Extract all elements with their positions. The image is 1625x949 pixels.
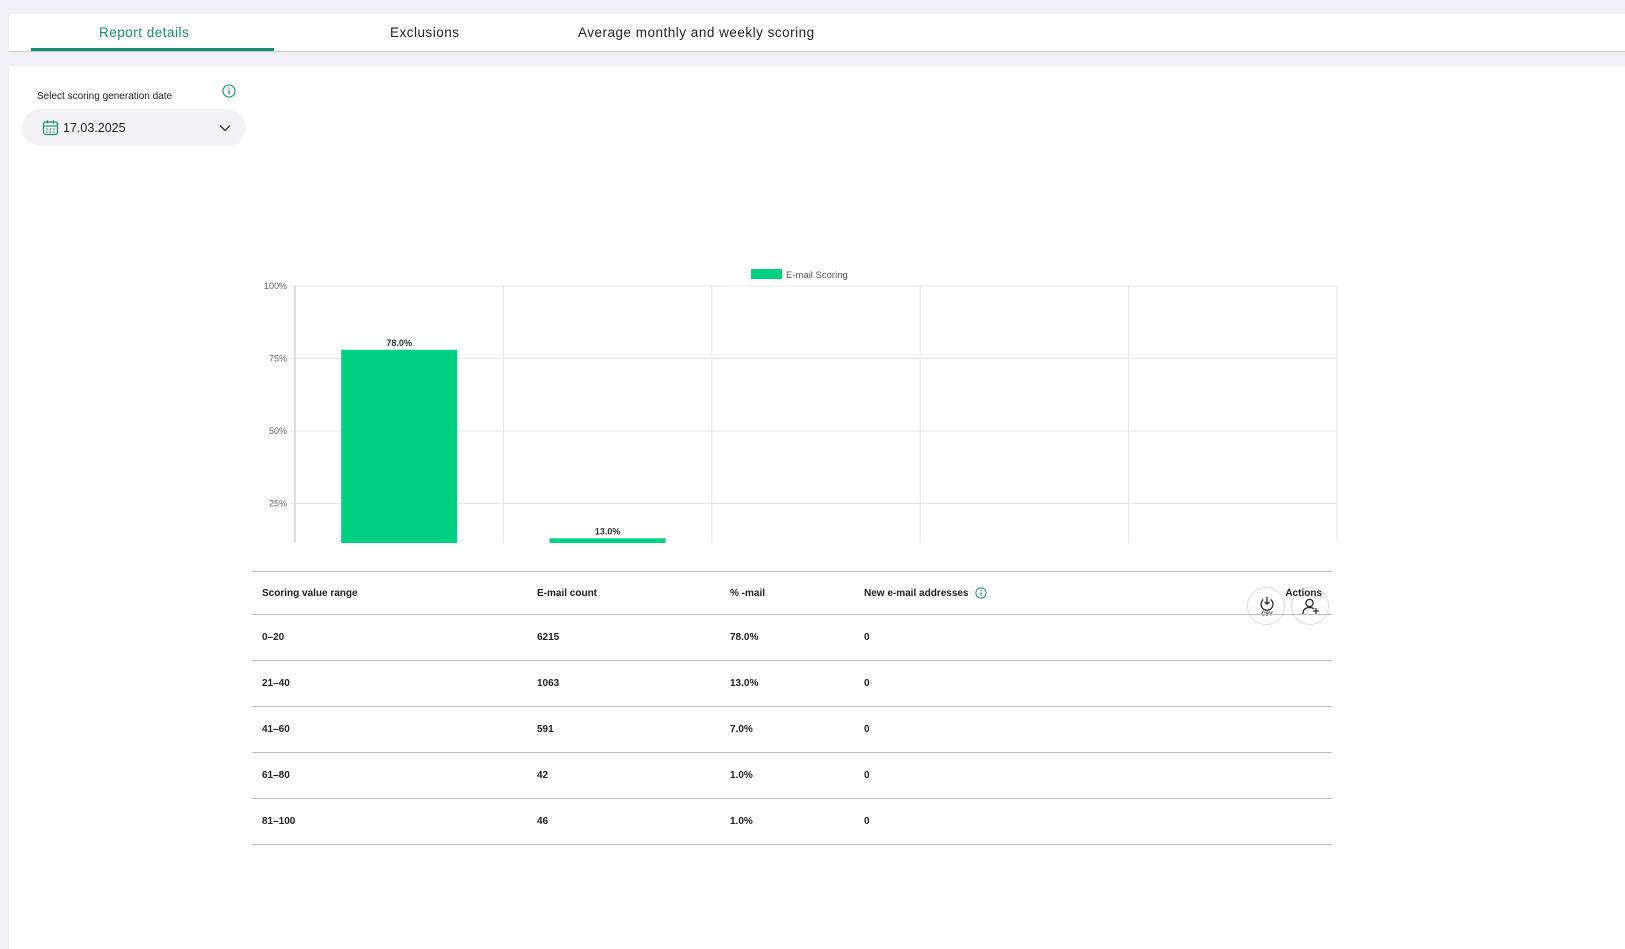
scoring-bar-chart: E-mail Scoring0%25%50%75%100%78.0%0-2013…	[264, 269, 1338, 543]
tab-average-scoring[interactable]: Average monthly and weekly scoring	[578, 25, 815, 40]
date-select[interactable]: 17.03.2025	[22, 109, 246, 146]
cell-count: 1063	[537, 678, 560, 689]
add-user-button[interactable]	[1291, 587, 1329, 625]
cell-percent: 1.0%	[730, 816, 753, 827]
cell-count: 6215	[537, 632, 560, 643]
cell-count: 42	[537, 770, 549, 781]
tab-report-details[interactable]: Report details	[99, 25, 190, 40]
calendar-icon	[42, 120, 59, 136]
table-row: 0–20 6215 78.0% 0	[252, 615, 1332, 661]
cell-range: 81–100	[262, 816, 296, 827]
table-row: 61–80 42 1.0% 0	[252, 753, 1332, 799]
cell-range: 61–80	[262, 770, 290, 781]
table-row: 81–100 46 1.0% 0	[252, 799, 1332, 845]
tab-exclusions[interactable]: Exclusions	[390, 25, 460, 40]
bar-21-40	[549, 538, 666, 543]
cell-percent: 1.0%	[730, 770, 753, 781]
cell-range: 21–40	[262, 678, 290, 689]
legend-label: E-mail Scoring	[786, 270, 848, 281]
tab-bar: Report details Exclusions Average monthl…	[9, 14, 1625, 52]
cell-percent: 7.0%	[730, 724, 753, 735]
active-tab-indicator	[31, 48, 274, 51]
table-row: 41–60 591 7.0% 0	[252, 707, 1332, 753]
header-actions: Actions	[1285, 587, 1322, 599]
cell-percent: 78.0%	[730, 632, 759, 643]
y-tick-label: 25%	[269, 499, 287, 509]
scoring-table: Scoring value range E-mail count % -mail…	[252, 571, 1332, 845]
data-label: 78.0%	[386, 338, 412, 348]
legend-swatch	[751, 269, 782, 279]
info-icon[interactable]	[222, 84, 236, 98]
table-row: 21–40 1063 13.0% 0	[252, 661, 1332, 707]
cell-new-addresses: 0	[864, 816, 870, 827]
header-new-addresses: New e-mail addresses	[864, 572, 987, 614]
bar-0-20	[341, 349, 458, 543]
cell-percent: 13.0%	[730, 678, 759, 689]
table-header-row: Scoring value range E-mail count % -mail…	[252, 571, 1332, 615]
cell-count: 46	[537, 816, 549, 827]
info-icon[interactable]	[974, 587, 987, 599]
cell-range: 41–60	[262, 724, 290, 735]
main-content: Select scoring generation date 17.03.202…	[9, 66, 1625, 949]
chevron-down-icon	[219, 125, 231, 132]
y-tick-label: 100%	[264, 281, 287, 291]
data-label: 13.0%	[595, 526, 621, 536]
header-scoring-range: Scoring value range	[262, 587, 358, 599]
y-tick-label: 50%	[269, 426, 287, 436]
cell-new-addresses: 0	[864, 770, 870, 781]
cell-count: 591	[537, 724, 554, 735]
cell-new-addresses: 0	[864, 632, 870, 643]
cell-new-addresses: 0	[864, 724, 870, 735]
header-new-addresses-label: New e-mail addresses	[864, 587, 969, 599]
header-percent-mail: % -mail	[730, 587, 766, 599]
cell-new-addresses: 0	[864, 678, 870, 689]
date-select-value: 17.03.2025	[63, 121, 126, 135]
add-user-icon	[1302, 598, 1319, 615]
date-picker-label: Select scoring generation date	[37, 91, 173, 102]
csv-download-button[interactable]: CSV	[1247, 587, 1285, 625]
y-tick-label: 75%	[269, 354, 287, 364]
cell-range: 0–20	[262, 632, 285, 643]
header-email-count: E-mail count	[537, 587, 598, 599]
